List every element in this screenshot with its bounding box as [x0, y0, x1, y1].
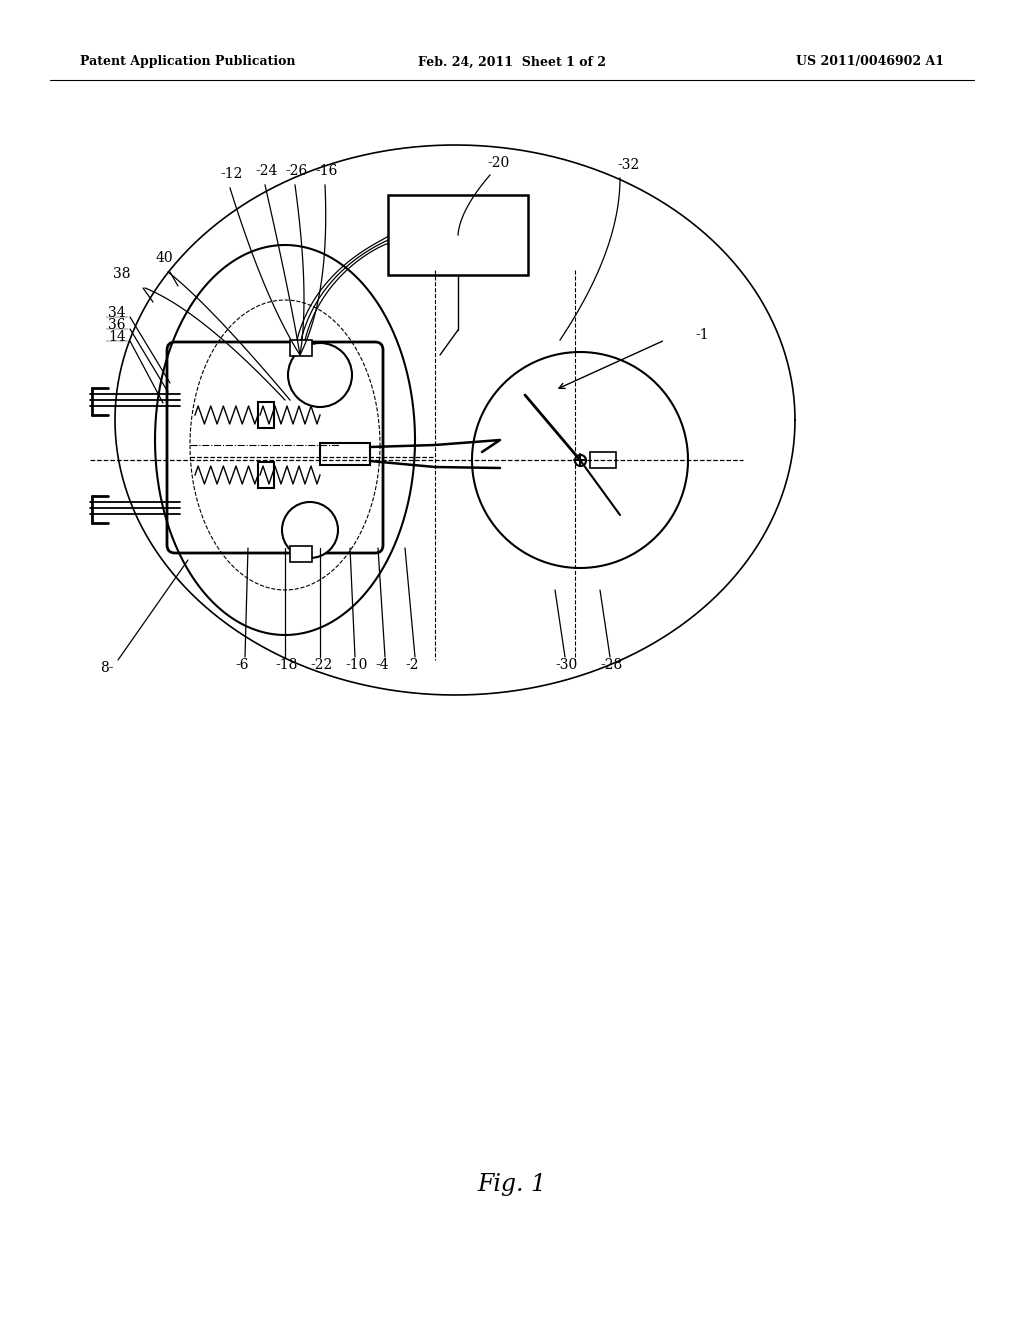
Text: 36: 36 [108, 318, 126, 333]
Text: -28: -28 [600, 657, 623, 672]
Text: 34: 34 [108, 306, 126, 319]
Circle shape [288, 343, 352, 407]
Bar [258, 403, 274, 428]
Text: -30: -30 [555, 657, 578, 672]
Text: 38: 38 [113, 267, 130, 281]
Text: 14: 14 [108, 330, 126, 345]
Text: -4: -4 [375, 657, 389, 672]
Text: -2: -2 [406, 657, 419, 672]
Text: -6: -6 [234, 657, 249, 672]
Bar [290, 341, 312, 356]
Circle shape [282, 502, 338, 558]
Text: Fig. 1: Fig. 1 [477, 1173, 547, 1196]
Text: -12: -12 [220, 168, 243, 181]
Text: Feb. 24, 2011  Sheet 1 of 2: Feb. 24, 2011 Sheet 1 of 2 [418, 55, 606, 69]
Bar [258, 462, 274, 488]
Text: -22: -22 [310, 657, 332, 672]
Text: -16: -16 [315, 164, 337, 178]
Text: -1: -1 [695, 327, 709, 342]
Text: Patent Application Publication: Patent Application Publication [80, 55, 296, 69]
Bar [319, 444, 370, 465]
Text: -24: -24 [255, 164, 278, 178]
Text: -26: -26 [285, 164, 307, 178]
Text: -32: -32 [617, 158, 639, 172]
Text: US 2011/0046902 A1: US 2011/0046902 A1 [796, 55, 944, 69]
Text: -20: -20 [487, 156, 509, 170]
Text: -10: -10 [345, 657, 368, 672]
Text: -18: -18 [275, 657, 297, 672]
Bar [388, 195, 528, 275]
Bar [590, 451, 616, 469]
Text: 8-: 8- [100, 661, 114, 675]
FancyBboxPatch shape [167, 342, 383, 553]
Bar [290, 546, 312, 562]
Text: 40: 40 [156, 251, 174, 265]
